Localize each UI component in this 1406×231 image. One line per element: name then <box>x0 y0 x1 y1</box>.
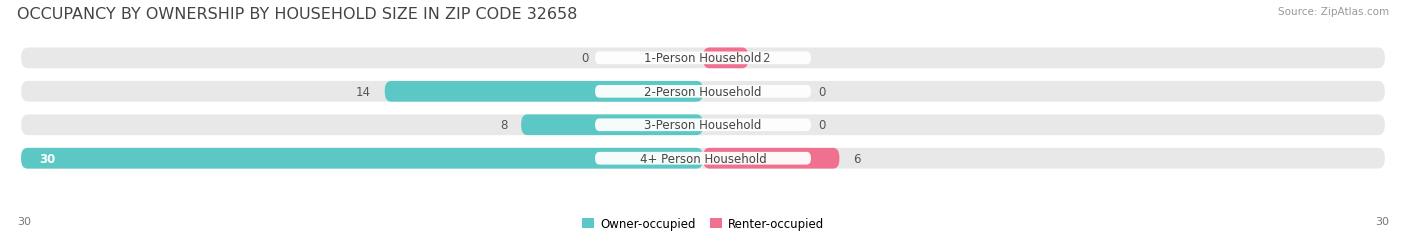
Text: 30: 30 <box>39 152 55 165</box>
Text: 6: 6 <box>853 152 860 165</box>
Text: OCCUPANCY BY OWNERSHIP BY HOUSEHOLD SIZE IN ZIP CODE 32658: OCCUPANCY BY OWNERSHIP BY HOUSEHOLD SIZE… <box>17 7 578 22</box>
FancyBboxPatch shape <box>595 152 811 165</box>
FancyBboxPatch shape <box>21 115 1385 136</box>
Text: 0: 0 <box>818 85 825 98</box>
FancyBboxPatch shape <box>595 119 811 131</box>
Text: 2: 2 <box>762 52 769 65</box>
FancyBboxPatch shape <box>522 115 703 136</box>
Text: 4+ Person Household: 4+ Person Household <box>640 152 766 165</box>
Text: 2-Person Household: 2-Person Household <box>644 85 762 98</box>
FancyBboxPatch shape <box>703 148 839 169</box>
FancyBboxPatch shape <box>21 148 703 169</box>
FancyBboxPatch shape <box>595 52 811 65</box>
FancyBboxPatch shape <box>21 82 1385 102</box>
Text: 30: 30 <box>1375 216 1389 226</box>
FancyBboxPatch shape <box>385 82 703 102</box>
Text: 3-Person Household: 3-Person Household <box>644 119 762 132</box>
Text: 8: 8 <box>501 119 508 132</box>
Text: 1-Person Household: 1-Person Household <box>644 52 762 65</box>
FancyBboxPatch shape <box>21 48 1385 69</box>
Text: 0: 0 <box>818 119 825 132</box>
Text: 30: 30 <box>17 216 31 226</box>
FancyBboxPatch shape <box>21 148 1385 169</box>
Text: 14: 14 <box>356 85 371 98</box>
FancyBboxPatch shape <box>595 86 811 98</box>
Legend: Owner-occupied, Renter-occupied: Owner-occupied, Renter-occupied <box>578 212 828 231</box>
Text: 0: 0 <box>581 52 588 65</box>
FancyBboxPatch shape <box>703 48 748 69</box>
Text: Source: ZipAtlas.com: Source: ZipAtlas.com <box>1278 7 1389 17</box>
